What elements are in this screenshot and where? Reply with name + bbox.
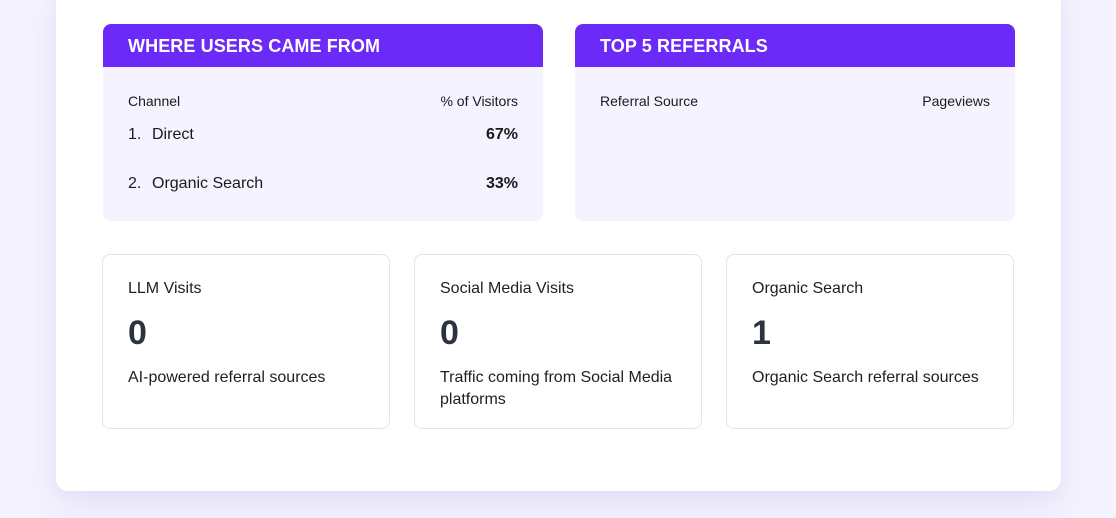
table-row: 2. Organic Search 33% (128, 174, 518, 194)
organic-search-card: Organic Search 1 Organic Search referral… (726, 254, 1014, 429)
table-row: 1. Direct 67% (128, 125, 518, 145)
stat-description: Organic Search referral sources (752, 369, 979, 386)
stat-value: 0 (440, 314, 459, 352)
where-users-came-from-panel: WHERE USERS CAME FROM Channel % of Visit… (103, 24, 543, 221)
channel-column-header: Channel (128, 93, 181, 109)
social-media-visits-card: Social Media Visits 0 Traffic coming fro… (414, 254, 702, 429)
panel-title: TOP 5 REFERRALS (575, 24, 1015, 67)
table-header: Channel % of Visitors (128, 93, 518, 109)
channel-percent: 33% (485, 175, 518, 192)
stat-title: LLM Visits (128, 280, 202, 297)
row-index: 2. (128, 175, 142, 192)
visitors-percent-column-header: % of Visitors (440, 93, 518, 109)
row-index: 1. (128, 126, 142, 143)
stat-value: 0 (128, 314, 147, 352)
top-referrals-panel: TOP 5 REFERRALS Referral Source Pageview… (575, 24, 1015, 221)
channel-label: Organic Search (152, 175, 264, 192)
panel-title: WHERE USERS CAME FROM (103, 24, 543, 67)
stat-title: Social Media Visits (440, 280, 574, 297)
stat-title: Organic Search (752, 280, 864, 297)
llm-visits-card: LLM Visits 0 AI-powered referral sources (102, 254, 390, 429)
referral-source-column-header: Referral Source (600, 93, 699, 109)
channel-label: Direct (152, 126, 194, 143)
stat-value: 1 (752, 314, 771, 352)
channel-percent: 67% (485, 126, 518, 143)
table-header: Referral Source Pageviews (600, 93, 990, 109)
stat-description: Traffic coming from Social Media platfor… (440, 369, 673, 408)
pageviews-column-header: Pageviews (922, 93, 990, 109)
stat-description: AI-powered referral sources (128, 369, 326, 386)
